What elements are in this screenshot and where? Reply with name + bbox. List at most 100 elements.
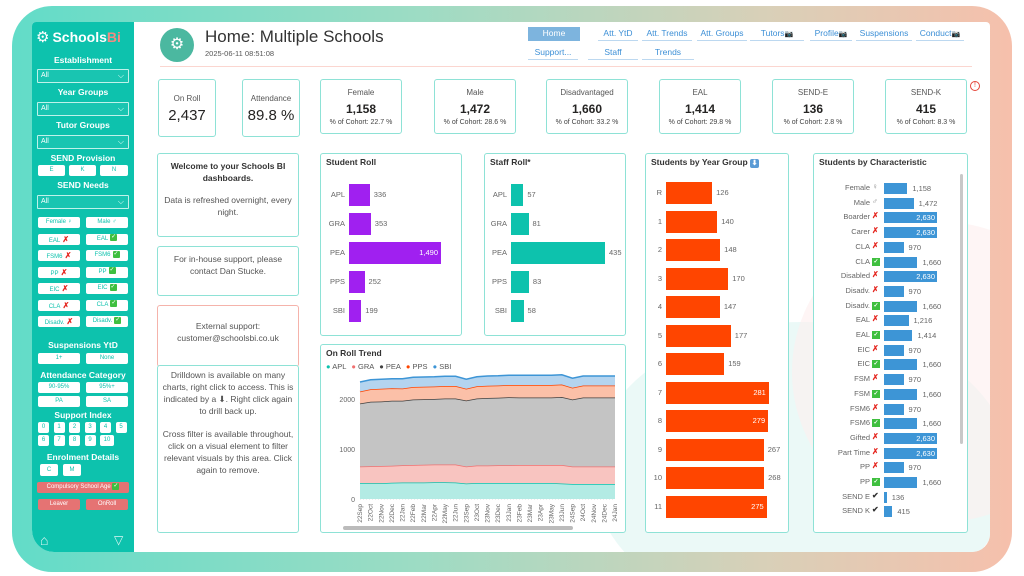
nav-tab-attgroups[interactable]: Att. Groups bbox=[697, 27, 747, 41]
onroll-button[interactable]: OnRoll bbox=[86, 499, 128, 510]
bar[interactable] bbox=[666, 410, 769, 432]
enrolment-c-button[interactable]: C bbox=[40, 464, 58, 476]
bar[interactable] bbox=[884, 432, 937, 444]
characteristic-eal-no-button[interactable]: EAL ✗ bbox=[38, 233, 80, 245]
bar[interactable] bbox=[511, 213, 529, 235]
bar[interactable] bbox=[884, 183, 908, 194]
characteristic-pp-no-button[interactable]: PP ✗ bbox=[38, 266, 80, 278]
support-index-0-button[interactable]: 0 bbox=[38, 422, 49, 433]
characteristic-eic-no-button[interactable]: EIC ✗ bbox=[38, 283, 80, 294]
bar[interactable] bbox=[666, 239, 721, 261]
drilldown-icon[interactable]: ⬇ bbox=[750, 159, 760, 168]
suspensions-none-button[interactable]: None bbox=[86, 353, 128, 364]
bar[interactable] bbox=[884, 491, 887, 503]
characteristic-fsm6-yes-button[interactable]: FSM6 ✓ bbox=[86, 250, 128, 261]
horizontal-scrollbar[interactable] bbox=[343, 526, 573, 530]
legend-item[interactable]: ● GRA bbox=[351, 362, 374, 371]
bar[interactable] bbox=[666, 495, 767, 518]
attendance-pa-button[interactable]: PA bbox=[38, 396, 80, 407]
characteristic-cla-yes-button[interactable]: CLA ✓ bbox=[86, 299, 128, 311]
bar[interactable] bbox=[666, 324, 731, 347]
bar[interactable] bbox=[666, 381, 769, 404]
characteristic-pp-yes-button[interactable]: PP ✓ bbox=[86, 266, 128, 278]
info-icon[interactable]: ! bbox=[970, 81, 980, 91]
area-pea[interactable] bbox=[360, 397, 615, 467]
bar[interactable] bbox=[884, 447, 937, 459]
bar[interactable] bbox=[666, 438, 764, 461]
tutor-groups-dropdown[interactable]: All ⌵ bbox=[37, 135, 129, 149]
bar[interactable] bbox=[884, 403, 904, 415]
bar[interactable] bbox=[349, 242, 441, 264]
area-apl[interactable] bbox=[360, 482, 615, 499]
area-pps[interactable] bbox=[360, 384, 615, 404]
characteristic-disadv-no-button[interactable]: Disadv. ✗ bbox=[38, 316, 80, 327]
send-provision-k-button[interactable]: K bbox=[69, 165, 96, 176]
bar[interactable] bbox=[349, 184, 370, 206]
nav-tab-conduct[interactable]: Conduct📷 bbox=[916, 27, 964, 41]
nav-tab-attytd[interactable]: Att. YtD bbox=[598, 27, 638, 41]
nav-tab-tutors[interactable]: Tutors📷 bbox=[750, 27, 804, 41]
characteristic-disadv-yes-button[interactable]: Disadv. ✓ bbox=[86, 316, 128, 327]
legend-item[interactable]: ● SBI bbox=[433, 362, 452, 371]
attendance-90-95-button[interactable]: 90-95% bbox=[38, 382, 80, 393]
bar[interactable] bbox=[884, 256, 918, 268]
characteristic-cla-no-button[interactable]: CLA ✗ bbox=[38, 299, 80, 311]
support-index-8-button[interactable]: 8 bbox=[69, 435, 80, 446]
legend-item[interactable]: ● APL bbox=[326, 362, 346, 371]
attendance-sa-button[interactable]: SA bbox=[86, 396, 128, 407]
support-index-9-button[interactable]: 9 bbox=[84, 435, 96, 446]
support-index-10-button[interactable]: 10 bbox=[100, 435, 114, 446]
bar[interactable] bbox=[511, 184, 524, 206]
bar[interactable] bbox=[884, 506, 893, 518]
area-gra[interactable] bbox=[360, 464, 615, 485]
leaver-button[interactable]: Leaver bbox=[38, 499, 80, 510]
nav-tab-atttrends[interactable]: Att. Trends bbox=[642, 27, 692, 41]
bar[interactable] bbox=[884, 197, 914, 209]
bar[interactable] bbox=[666, 182, 713, 204]
bar[interactable] bbox=[884, 271, 937, 283]
nav-tab-suspensions[interactable]: Suspensions bbox=[856, 27, 912, 41]
bar[interactable] bbox=[511, 242, 605, 264]
bar[interactable] bbox=[666, 210, 718, 233]
vertical-scrollbar[interactable] bbox=[960, 174, 963, 444]
bar[interactable] bbox=[884, 227, 937, 239]
bar[interactable] bbox=[666, 267, 729, 290]
legend-item[interactable]: ● PPS bbox=[406, 362, 428, 371]
bar[interactable] bbox=[884, 300, 918, 312]
bar[interactable] bbox=[349, 213, 371, 235]
bar[interactable] bbox=[884, 388, 918, 400]
nav-tab-trends[interactable]: Trends bbox=[642, 46, 694, 60]
characteristic-fsm6-no-button[interactable]: FSM6 ✗ bbox=[38, 250, 80, 261]
bar[interactable] bbox=[884, 344, 904, 356]
area-sbi[interactable] bbox=[360, 374, 615, 392]
bar[interactable] bbox=[884, 330, 913, 341]
enrolment-m-button[interactable]: M bbox=[63, 464, 81, 476]
home-icon[interactable]: ⌂ bbox=[40, 532, 49, 548]
send-needs-dropdown[interactable]: All ⌵ bbox=[37, 195, 129, 209]
characteristic-female-button[interactable]: Female ♀ bbox=[38, 217, 80, 228]
characteristic-eic-yes-button[interactable]: EIC ✓ bbox=[86, 283, 128, 294]
nav-tab-home[interactable]: Home bbox=[528, 27, 580, 41]
support-index-1-button[interactable]: 1 bbox=[53, 422, 65, 433]
support-index-5-button[interactable]: 5 bbox=[115, 422, 127, 433]
characteristic-male-button[interactable]: Male ♂ bbox=[86, 217, 128, 228]
bar[interactable] bbox=[511, 271, 529, 293]
filter-icon[interactable]: ▽ bbox=[114, 533, 124, 547]
suspensions-1plus-button[interactable]: 1+ bbox=[38, 353, 80, 364]
bar[interactable] bbox=[884, 285, 904, 297]
send-provision-e-button[interactable]: E bbox=[38, 165, 65, 176]
bar[interactable] bbox=[666, 296, 720, 318]
legend-item[interactable]: ● PEA bbox=[379, 362, 401, 371]
support-index-6-button[interactable]: 6 bbox=[38, 435, 49, 446]
support-index-7-button[interactable]: 7 bbox=[53, 435, 65, 446]
bar[interactable] bbox=[884, 477, 918, 488]
bar[interactable] bbox=[884, 418, 918, 430]
nav-tab-support[interactable]: Support... bbox=[528, 46, 578, 60]
send-provision-n-button[interactable]: N bbox=[100, 165, 128, 176]
external-support-email[interactable]: customer@schoolsbi.co.uk bbox=[177, 333, 279, 343]
nav-tab-profile[interactable]: Profile📷 bbox=[810, 27, 852, 41]
bar[interactable] bbox=[884, 359, 918, 371]
attendance-95plus-button[interactable]: 95%+ bbox=[86, 382, 128, 393]
bar[interactable] bbox=[511, 300, 524, 322]
establishment-dropdown[interactable]: All ⌵ bbox=[37, 69, 129, 83]
